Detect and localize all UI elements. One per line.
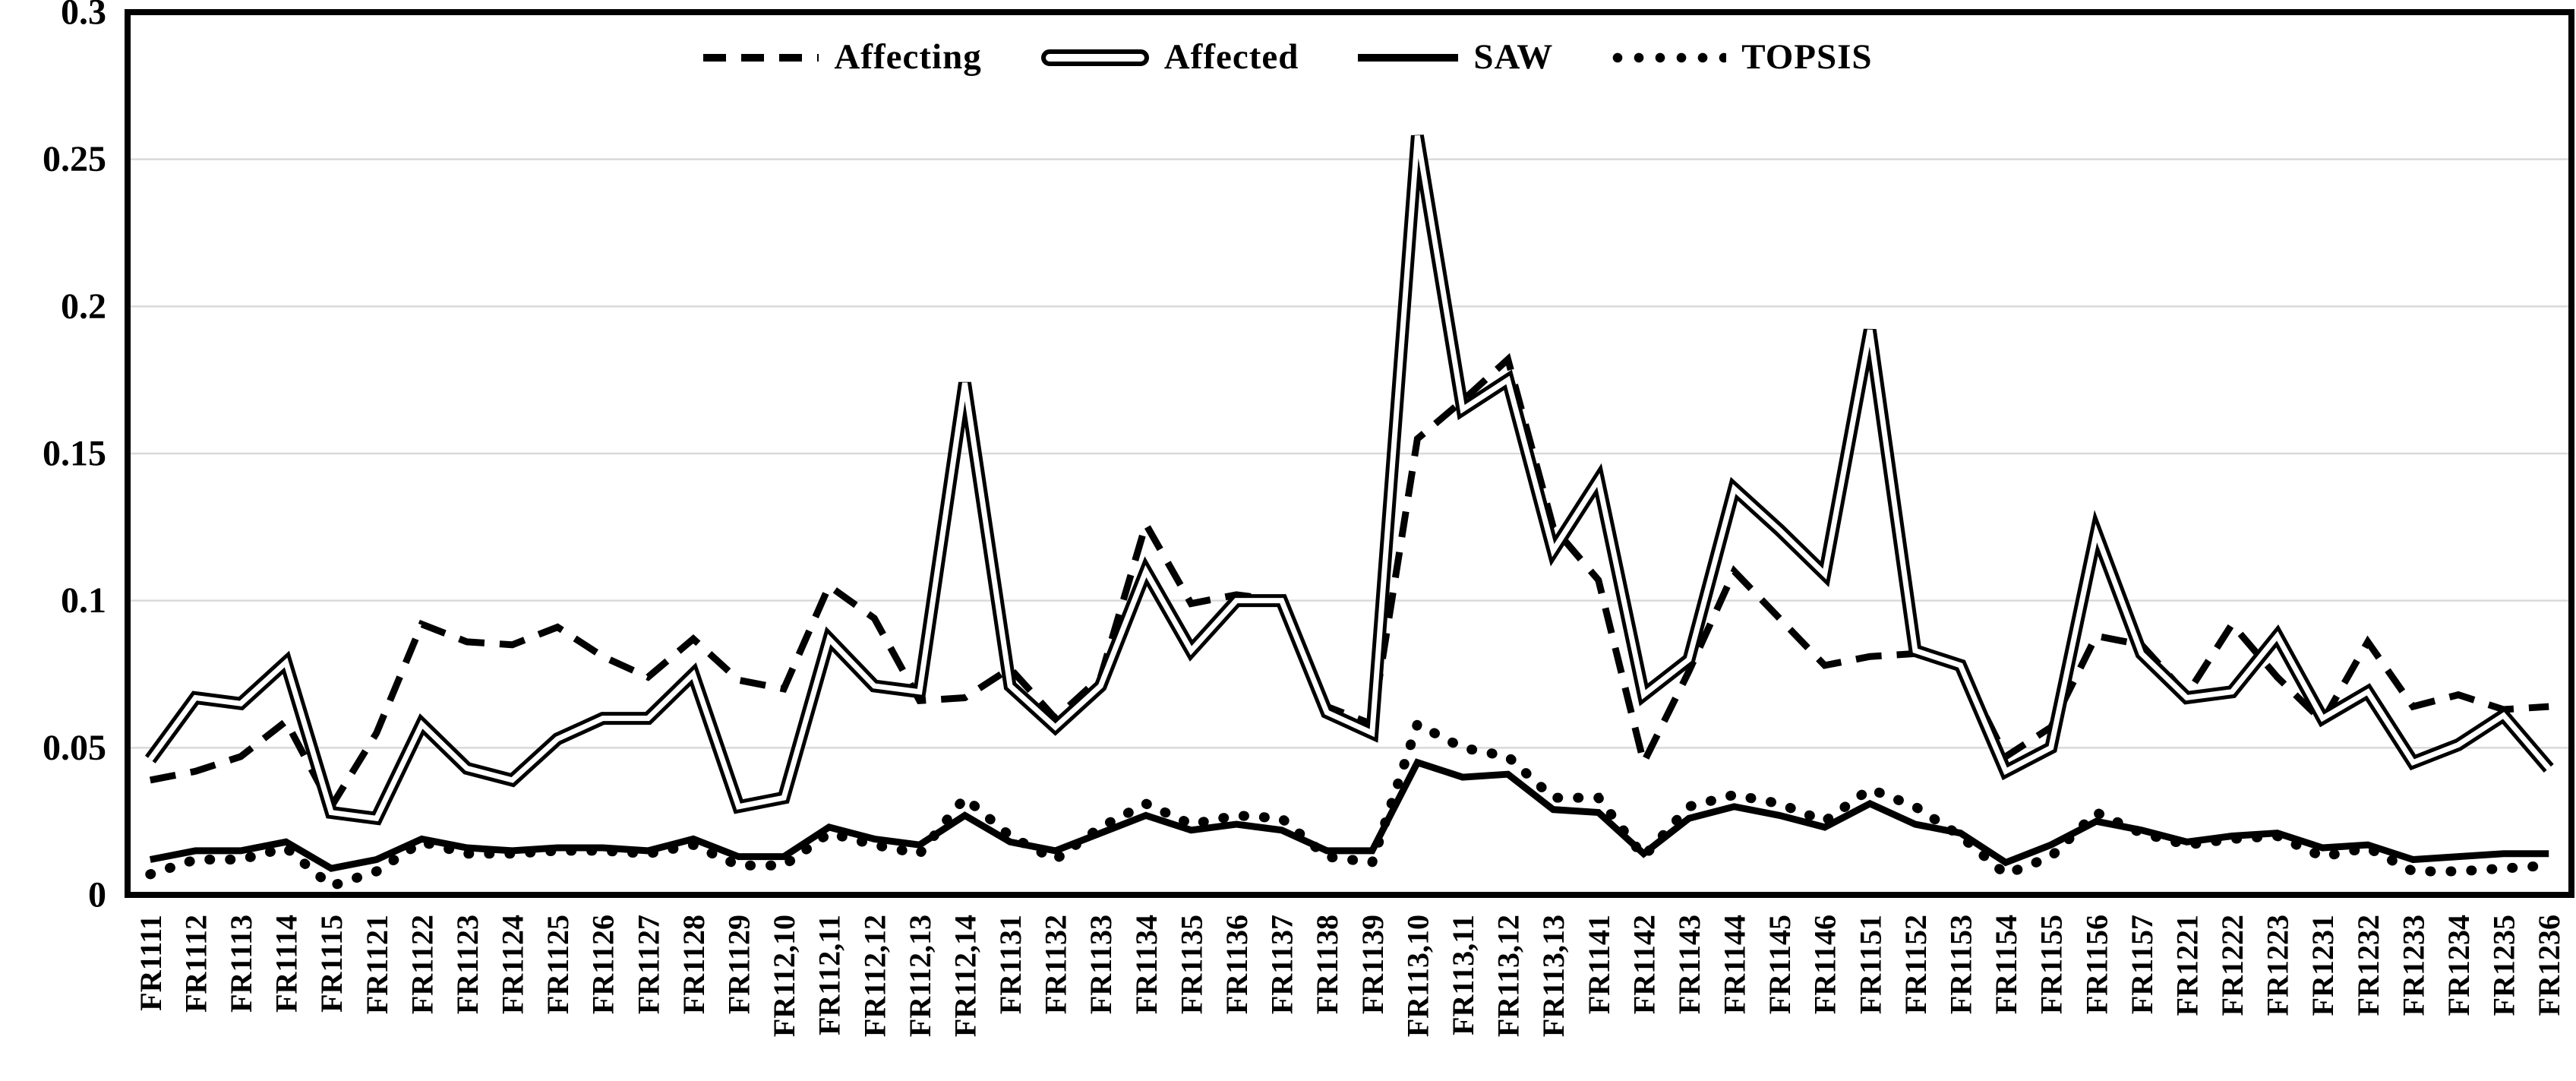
y-tick-label: 0.15 [43, 434, 106, 474]
x-tick-label: FR1124 [496, 915, 530, 1014]
x-tick-label: FR1143 [1672, 915, 1706, 1014]
x-tick-label: FR1232 [2351, 915, 2385, 1016]
x-tick-label: FR1156 [2079, 915, 2114, 1014]
x-tick-label: FR1146 [1808, 915, 1842, 1014]
x-tick-label: FR1151 [1853, 915, 1887, 1014]
x-tick-label: FR112,13 [903, 915, 937, 1037]
x-tick-label: FR1114 [270, 915, 304, 1013]
x-tick-label: FR1153 [1944, 915, 1978, 1014]
x-tick-label: FR113,13 [1536, 915, 1571, 1037]
x-tick-label: FR1125 [541, 915, 575, 1014]
x-tick-label: FR1154 [1989, 915, 2023, 1014]
y-tick-label: 0.2 [61, 286, 106, 327]
x-tick-label: FR1135 [1174, 915, 1208, 1014]
y-tick-label: 0.25 [43, 139, 106, 179]
x-tick-label: FR1231 [2306, 915, 2340, 1016]
x-tick-label: FR1115 [314, 915, 349, 1013]
x-tick-label: FR1152 [1899, 915, 1933, 1014]
x-tick-label: FR1126 [586, 915, 620, 1014]
x-tick-label: FR1134 [1129, 915, 1163, 1014]
plot-frame [125, 9, 2574, 898]
x-tick-label: FR1128 [677, 915, 711, 1014]
x-tick-label: FR1157 [2125, 915, 2159, 1014]
x-tick-label: FR1155 [2035, 915, 2069, 1014]
x-tick-label: FR1137 [1265, 915, 1299, 1014]
x-tick-label: FR1113 [224, 915, 258, 1013]
y-tick-label: 0 [88, 875, 106, 915]
x-tick-label: FR1236 [2532, 915, 2566, 1016]
x-tick-label: FR1111 [134, 915, 168, 1011]
x-tick-label: FR1145 [1763, 915, 1797, 1014]
x-tick-label: FR1139 [1356, 915, 1390, 1014]
x-tick-label: FR112,11 [813, 915, 847, 1035]
x-tick-label: FR112,12 [857, 915, 892, 1037]
x-tick-label: FR1144 [1718, 915, 1752, 1014]
x-tick-label: FR1133 [1084, 915, 1118, 1014]
x-tick-label: FR1131 [993, 915, 1028, 1014]
x-tick-label: FR112,14 [948, 915, 982, 1037]
x-tick-label: FR1235 [2487, 915, 2521, 1016]
x-tick-label: FR1223 [2261, 915, 2295, 1016]
x-tick-label: FR1222 [2215, 915, 2249, 1016]
x-tick-label: FR113,12 [1492, 915, 1526, 1037]
x-tick-label: FR1123 [450, 915, 485, 1014]
series-topsis-line [145, 717, 2554, 892]
x-tick-label: FR113,10 [1400, 915, 1435, 1037]
x-tick-label: FR1221 [2170, 915, 2204, 1016]
x-tick-label: FR1233 [2396, 915, 2430, 1016]
x-tick-label: FR1127 [631, 915, 665, 1014]
y-tick-label: 0.05 [43, 728, 106, 768]
x-tick-label: FR112,10 [767, 915, 801, 1037]
x-tick-label: FR113,11 [1446, 915, 1480, 1035]
x-tick-label: FR1141 [1582, 915, 1616, 1014]
y-tick-label: 0.3 [61, 0, 106, 33]
x-tick-label: FR1142 [1627, 915, 1661, 1014]
x-tick-label: FR1112 [178, 915, 213, 1013]
x-tick-label: FR1122 [405, 915, 439, 1014]
series-affected-line-inner [147, 135, 2551, 822]
x-tick-label: FR1138 [1310, 915, 1344, 1014]
x-tick-label: FR1136 [1220, 915, 1254, 1014]
x-tick-label: FR1234 [2442, 915, 2476, 1016]
x-tick-label: FR1132 [1039, 915, 1073, 1014]
y-tick-label: 0.1 [61, 580, 106, 621]
x-tick-label: FR1129 [722, 915, 756, 1014]
x-tick-label: FR1121 [360, 915, 394, 1014]
